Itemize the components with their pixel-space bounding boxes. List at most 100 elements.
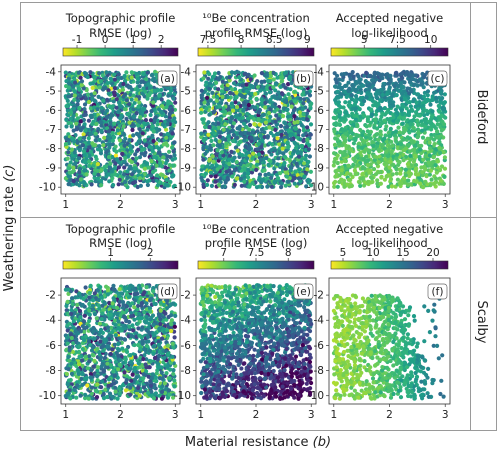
- y-tick-label: -7: [314, 124, 324, 136]
- scatter-point: [275, 136, 280, 141]
- scatter-point: [99, 168, 104, 173]
- scatter-point: [349, 93, 354, 98]
- scatter-point: [434, 170, 439, 175]
- scatter-point: [143, 118, 148, 123]
- scatter-point: [286, 92, 291, 97]
- scatter-point: [254, 96, 259, 101]
- scatter-point: [353, 117, 359, 122]
- scatter-point: [123, 179, 128, 184]
- scatter-point: [383, 166, 388, 171]
- scatter-point: [78, 119, 83, 124]
- scatter-point: [227, 75, 232, 80]
- scatter-point: [271, 70, 276, 76]
- scatter-point: [396, 125, 401, 130]
- scatter-point: [373, 112, 378, 117]
- scatter-point: [355, 163, 360, 168]
- colorbar-tick-label: 9: [304, 34, 311, 46]
- scatter-point: [108, 105, 113, 110]
- scatter-point: [402, 80, 407, 85]
- scatter-point: [349, 147, 354, 152]
- y-tick-label: -5: [181, 86, 191, 98]
- scatter-point: [136, 77, 141, 82]
- scatter-point: [269, 148, 274, 153]
- scatter-point: [160, 122, 165, 127]
- scatter-point: [92, 75, 97, 80]
- scatter-point: [253, 136, 258, 142]
- scatter-point: [422, 164, 427, 169]
- colorbar-tick-label: 1: [107, 247, 114, 259]
- scatter-point: [95, 176, 100, 181]
- scatter-point: [235, 126, 240, 131]
- scatter-point: [259, 127, 264, 132]
- scatter-point: [427, 172, 432, 177]
- scatter-point: [372, 71, 377, 76]
- scatter-point: [284, 124, 290, 129]
- scatter-point: [145, 179, 150, 184]
- scatter-point: [272, 94, 277, 99]
- scatter-point: [397, 181, 403, 186]
- scatter-point: [217, 143, 223, 148]
- scatter-point: [68, 116, 73, 121]
- scatter-point: [288, 165, 293, 170]
- scatter-point: [272, 148, 278, 153]
- scatter-point: [90, 85, 95, 90]
- scatter-point: [382, 161, 387, 167]
- scatter-point: [307, 154, 312, 159]
- scatter-point: [211, 159, 216, 164]
- scatter-point: [137, 100, 142, 105]
- scatter-point: [344, 143, 349, 149]
- scatter-point: [235, 135, 240, 140]
- scatter-point: [275, 131, 280, 136]
- scatter-point: [275, 176, 281, 181]
- scatter-point: [129, 75, 134, 80]
- scatter-point: [122, 143, 127, 148]
- scatter-point: [130, 181, 136, 186]
- scatter-point: [269, 184, 274, 189]
- scatter-point: [149, 159, 154, 164]
- scatter-point: [217, 104, 222, 109]
- colorbar-tick-label: 7.5: [389, 34, 406, 46]
- scatter-point: [305, 137, 310, 142]
- scatter-point: [205, 178, 210, 183]
- colorbar-tick-label: 10: [424, 34, 437, 46]
- scatter-point: [145, 70, 150, 75]
- scatter-point: [229, 70, 235, 75]
- scatter-point: [77, 183, 82, 188]
- scatter-point: [416, 131, 421, 136]
- scatter-point: [370, 112, 375, 117]
- scatter-point: [83, 128, 88, 133]
- scatter-point: [106, 154, 111, 160]
- scatter-point: [372, 125, 377, 130]
- scatter-point: [151, 129, 156, 134]
- scatter-point: [407, 80, 413, 85]
- scatter-point: [401, 116, 406, 121]
- scatter-point: [384, 174, 389, 179]
- scatter-point: [365, 179, 371, 184]
- scatter-point: [343, 100, 348, 105]
- scatter-point: [202, 70, 207, 75]
- scatter-point: [437, 145, 442, 150]
- scatter-point: [71, 128, 76, 133]
- scatter-point: [420, 122, 425, 127]
- scatter-point: [207, 81, 213, 86]
- scatter-point: [201, 182, 206, 187]
- panel-label: (c): [431, 73, 445, 85]
- scatter-point: [336, 122, 341, 127]
- scatter-point: [348, 134, 353, 140]
- scatter-point: [124, 70, 129, 75]
- scatter-point: [210, 154, 215, 159]
- scatter-point: [207, 147, 212, 152]
- scatter-point: [370, 176, 375, 181]
- scatter-point: [442, 174, 447, 179]
- scatter-point: [77, 106, 82, 111]
- scatter-point: [121, 124, 126, 129]
- scatter-point: [118, 116, 123, 121]
- scatter-point: [278, 171, 283, 176]
- scatter-point: [201, 76, 206, 81]
- scatter-point: [430, 109, 435, 114]
- scatter-point: [400, 112, 405, 117]
- scatter-point: [366, 142, 371, 147]
- scatter-point: [209, 138, 214, 143]
- scatter-point: [301, 101, 306, 106]
- scatter-point: [405, 135, 410, 140]
